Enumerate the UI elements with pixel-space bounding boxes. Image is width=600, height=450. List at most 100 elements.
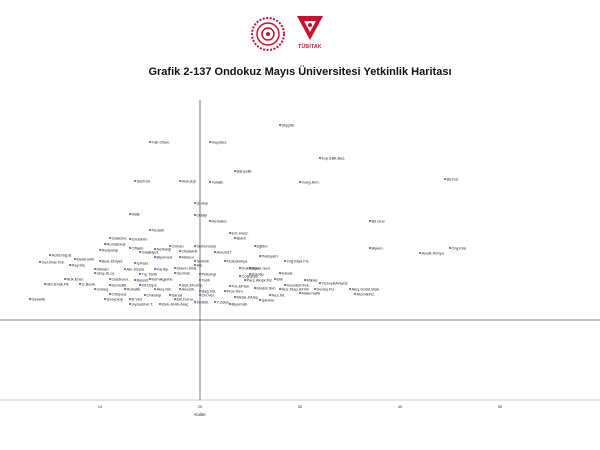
point-label: Mimari: [97, 266, 109, 271]
data-point: [194, 202, 196, 204]
data-point: [159, 303, 161, 305]
data-point: [109, 284, 111, 286]
data-point: [259, 255, 261, 257]
data-point: [99, 260, 101, 262]
data-point: [139, 251, 141, 253]
data-point: [249, 273, 251, 275]
data-point: [99, 249, 101, 251]
point-label: Matematik: [302, 290, 320, 295]
point-label: Eklem.İmal.: [177, 265, 198, 270]
data-point: [284, 284, 286, 286]
point-label: Kardiy.: [157, 266, 169, 271]
data-point: [214, 301, 216, 303]
data-point: [39, 261, 41, 263]
point-label: Etik: [277, 276, 284, 281]
x-axis-title: Kalite: [194, 412, 206, 417]
data-point: [79, 283, 81, 285]
data-point: [109, 293, 111, 295]
point-label: Psikoloji: [202, 271, 217, 276]
point-label: Org.Kim.: [452, 245, 468, 250]
data-point: [299, 292, 301, 294]
point-label: Endokrin: [132, 236, 148, 241]
point-label: Biyomüh.: [232, 301, 249, 306]
data-point: [239, 267, 241, 269]
point-label: Gastroen.: [112, 276, 130, 281]
data-point: [174, 272, 176, 274]
data-point: [49, 254, 51, 256]
point-label: Polisyatri: [262, 253, 278, 258]
data-point: [199, 290, 201, 292]
data-point: [199, 273, 201, 275]
data-point: [209, 141, 211, 143]
point-label: Biyok.Gen.: [252, 265, 272, 270]
data-point: [314, 288, 316, 290]
data-point: [94, 268, 96, 270]
point-label: Kit.Drips.: [142, 282, 158, 287]
data-point: [169, 294, 171, 296]
data-point: [109, 278, 111, 280]
data-point: [179, 250, 181, 252]
point-label: Ray.Sis.: [72, 262, 87, 267]
data-point: [299, 181, 301, 183]
point-label: Elek.&Hib.Araç: [162, 301, 189, 306]
point-label: Pedatri: [152, 227, 165, 232]
data-point: [144, 294, 146, 296]
point-label: Tarih: [202, 277, 211, 282]
data-point: [319, 282, 321, 284]
point-label: BahçeBi: [237, 168, 252, 173]
point-label: Güneş: [97, 286, 109, 291]
point-label: Ulaş.&Loj.: [97, 270, 115, 275]
x-tick-label: 10: [98, 404, 103, 409]
point-label: Biyoist.: [137, 277, 150, 282]
point-label: Tıp.Tarih: [142, 271, 158, 276]
point-label: Yüzey&Arayüz: [322, 280, 348, 285]
data-point: [194, 264, 196, 266]
x-tick-label: 40: [398, 404, 403, 409]
data-point: [104, 298, 106, 300]
data-point: [274, 278, 276, 280]
point-label: Fizikokimya: [227, 258, 249, 263]
data-point: [154, 248, 156, 250]
data-point: [419, 252, 421, 254]
data-point: [279, 288, 281, 290]
data-point: [109, 237, 111, 239]
data-point: [194, 245, 196, 247]
data-point: [369, 220, 371, 222]
point-label: Dişçilik: [282, 122, 294, 127]
data-point: [104, 243, 106, 245]
point-label: Coğrafya: [242, 273, 259, 278]
point-label: Alz.: [197, 262, 204, 267]
point-label: Biyom.: [372, 245, 384, 250]
point-label: KBB: [132, 211, 140, 216]
point-label: İşletme: [262, 297, 276, 302]
data-point: [259, 299, 261, 301]
x-tick-label: 50: [498, 404, 503, 409]
data-point: [234, 237, 236, 239]
data-point: [154, 288, 156, 290]
data-point: [229, 232, 231, 234]
point-label: KuantumTek.: [287, 282, 310, 287]
point-label: Dermat.: [177, 270, 191, 275]
data-point: [209, 181, 211, 183]
point-label: Modül.Sim.: [257, 285, 277, 290]
data-point: [64, 278, 66, 280]
point-label: AtomikFiz.: [357, 291, 376, 296]
point-label: AnemaT.: [217, 249, 233, 254]
data-point: [139, 273, 141, 275]
point-label: Sosyoloji: [107, 296, 123, 301]
data-point: [229, 303, 231, 305]
point-label: İmmünoloji: [197, 243, 216, 248]
data-point: [129, 247, 131, 249]
point-label: Ekl.Dona.: [177, 296, 194, 301]
point-label: Biyomed: [157, 254, 173, 259]
point-label: Robotik: [127, 286, 141, 291]
point-label: Metal.&Alaş.: [237, 294, 259, 299]
data-point: [94, 272, 96, 274]
data-point: [279, 124, 281, 126]
point-label: Genetik: [32, 296, 46, 301]
data-point: [134, 279, 136, 281]
data-point: [129, 238, 131, 240]
data-point: [179, 180, 181, 182]
data-point: [234, 170, 236, 172]
